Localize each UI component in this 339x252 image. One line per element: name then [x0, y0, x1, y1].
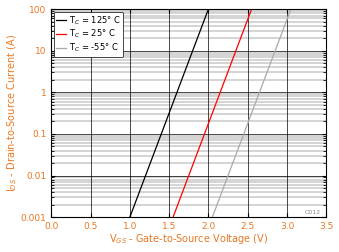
Text: C012: C012 [305, 210, 321, 215]
X-axis label: V$_{GS}$ - Gate-to-Source Voltage (V): V$_{GS}$ - Gate-to-Source Voltage (V) [109, 232, 268, 246]
T$_C$ = -55° C [289, 7, 293, 10]
Y-axis label: I$_{DS}$ - Drain-to-Source Current (A): I$_{DS}$ - Drain-to-Source Current (A) [5, 34, 19, 192]
Line: T$_C$ = 125° C: T$_C$ = 125° C [128, 0, 326, 221]
T$_C$ = 125° C [166, 113, 171, 116]
Line: T$_C$ = -55° C: T$_C$ = -55° C [211, 0, 326, 221]
Legend: T$_C$ = 125° C, T$_C$ = 25° C, T$_C$ = -55° C: T$_C$ = 125° C, T$_C$ = 25° C, T$_C$ = -… [54, 12, 123, 56]
T$_C$ = 125° C [155, 144, 159, 147]
Line: T$_C$ = 25° C: T$_C$ = 25° C [172, 0, 326, 221]
